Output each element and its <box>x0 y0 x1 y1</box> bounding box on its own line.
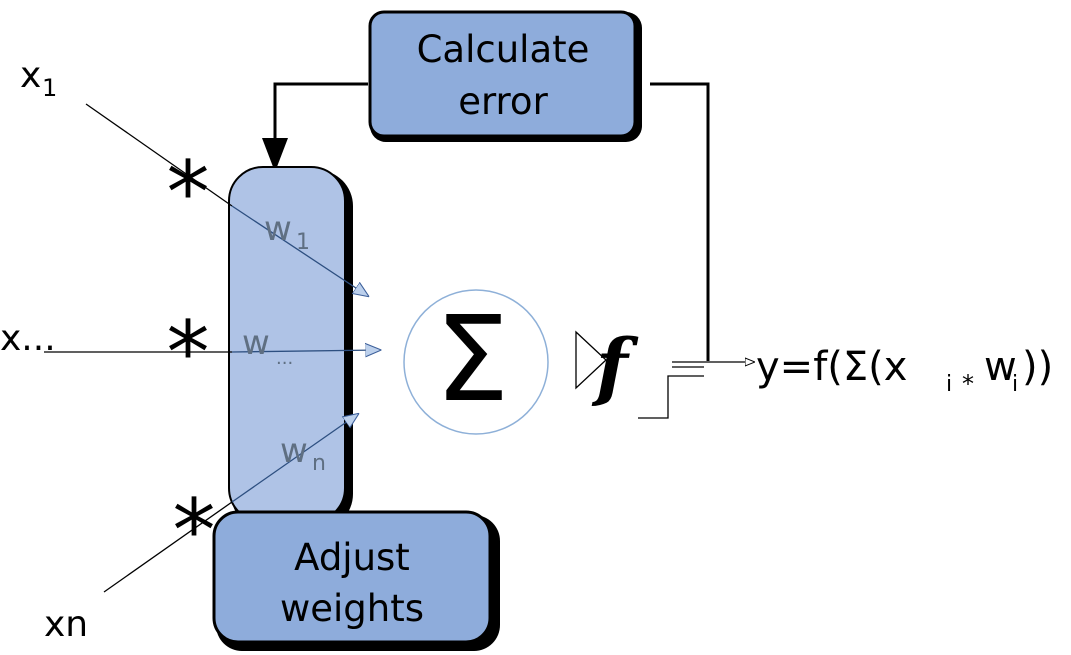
weight-label-w1: w 1 <box>264 209 310 255</box>
activation-triangle <box>575 330 607 390</box>
output-formula: y=f(Σ(x i * w i )) <box>756 344 1053 398</box>
weighted-line-n <box>231 414 358 503</box>
adjust-weights-label-2: weights <box>280 587 424 630</box>
activation-f: f <box>591 324 639 410</box>
calculate-error-box: Calculate error <box>368 10 642 142</box>
weight-label-wn: w n <box>280 431 326 476</box>
weight-wn-sub: n <box>312 451 326 476</box>
weighted-line-1 <box>231 205 368 296</box>
calculate-error-label-2: error <box>458 80 548 123</box>
multiply-symbol-1: * <box>167 143 210 243</box>
input-label-xn: xn <box>44 604 88 645</box>
activation-node: f <box>575 324 704 419</box>
output-formula-mult: * <box>962 370 974 398</box>
weights-bar <box>228 166 353 530</box>
output-formula-w: w <box>984 344 1017 390</box>
feedback-arrowhead <box>262 138 288 172</box>
output-formula-sub-i2: i <box>1012 372 1018 397</box>
output-formula-suffix: )) <box>1022 344 1053 390</box>
multiply-symbol-n: * <box>173 481 216 581</box>
weight-w1-sub: 1 <box>296 230 310 255</box>
adjust-weights-box: Adjust weights <box>212 510 500 651</box>
output-formula-prefix: y=f(Σ(x <box>756 344 907 390</box>
weight-wdots-sub: ... <box>276 348 293 369</box>
sigma-symbol: Σ <box>435 290 510 428</box>
output-formula-sub-i: i <box>946 372 952 397</box>
feedback-line-to-weights <box>273 82 368 148</box>
adjust-weights-label-1: Adjust <box>294 536 410 579</box>
input-line-xn <box>103 501 233 593</box>
input-line-x1 <box>85 103 233 207</box>
weight-wn-base: w <box>280 431 308 471</box>
weight-label-wdots: w ... <box>242 323 293 369</box>
summation-node: Σ <box>403 289 549 435</box>
input-label-x1: x 1 <box>20 55 57 102</box>
weighted-line-dots <box>231 350 380 352</box>
weight-w1-base: w <box>264 209 292 249</box>
calculate-error-label-1: Calculate <box>417 28 590 71</box>
multiply-symbol-2: * <box>167 303 210 403</box>
step-function-glyph <box>638 375 704 419</box>
input-label-xdots: x... <box>0 318 56 359</box>
weight-wdots-base: w <box>242 323 270 363</box>
input-x1-sub: 1 <box>42 74 57 102</box>
feedback-line <box>650 82 710 361</box>
input-x1-base: x <box>20 55 41 96</box>
